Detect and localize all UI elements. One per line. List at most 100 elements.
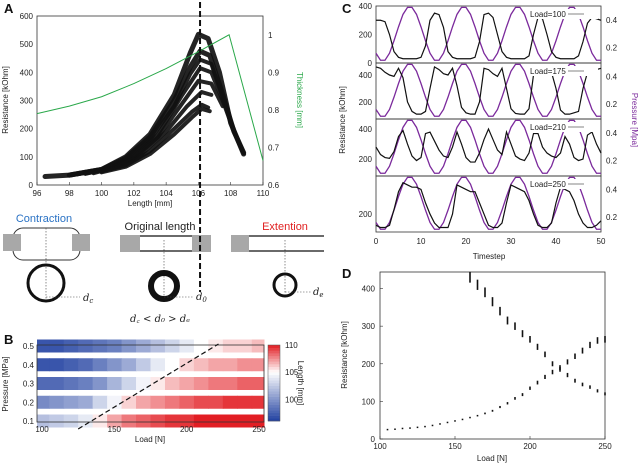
heatmap-cell [121,414,137,428]
panel-a-y2tick: 0.9 [268,68,280,77]
contraction-right-clamp [72,234,90,251]
colorbar-segment [268,361,280,365]
resistance-point [386,428,389,431]
resistance-point [476,279,479,290]
heatmap-cell [121,395,137,409]
resistance-point [401,427,404,430]
contraction-cross-section [26,263,66,303]
colorbar-segment [268,355,280,359]
colorbar-segment [268,399,280,403]
resistance-point [469,416,471,419]
panel-a-xtick: 104 [159,189,173,198]
heatmap-cell [208,377,224,390]
extension-label: Extention [262,221,308,233]
legend-box [530,122,598,132]
panel-a-xlabel: Length [mm] [128,199,172,208]
resistance-point [566,372,569,378]
panel-c-xtick: 30 [507,237,516,246]
heatmap-cell [251,414,265,428]
resistance-line [376,12,602,60]
de-label: de [313,287,324,299]
panel-b-xtick: 200 [180,425,194,434]
panel-c-ytick: 400 [359,125,373,134]
resistance-point [506,316,509,325]
resistance-point [469,271,471,283]
panel-a-ytick: 200 [20,125,34,134]
panel-a-y2tick: 0.7 [268,143,280,152]
legend-label: Load=210 [530,123,566,132]
resistance-point [499,306,501,316]
timeseries-subplot: 0 200 400 0.2 0.4 Load=100 [359,2,618,68]
panel-c-y2tick: 0.2 [606,100,618,109]
legend-label: Load=175 [530,67,566,76]
colorbar-segment [268,374,280,378]
panel-a-xtick: 102 [127,189,141,198]
heatmap-cell [63,395,79,409]
panel-b-heatmap: Load [N] Pressure [MPa] Length [mm] 100 1… [1,339,305,444]
heatmap-cell [37,414,50,428]
resistance-point [581,382,584,387]
heatmap-cell [179,395,195,409]
heatmap-cell [237,395,253,409]
resistance-point [574,353,576,360]
heatmap-cell [222,339,238,353]
heatmap-cell [49,395,65,409]
colorbar-segment [268,377,280,381]
heatmap-cell [63,339,79,353]
heatmap-cell [49,358,65,372]
panel-c-y2tick: 0.2 [606,157,618,166]
panel-d-xtick: 200 [523,442,537,451]
heatmap-cell [121,377,137,390]
panel-d-xtick: 250 [598,442,612,451]
resistance-line [375,65,602,115]
panel-c-y2tick: 0.4 [606,73,618,82]
panel-c-xtick: 10 [417,237,426,246]
colorbar-segment [268,410,280,414]
original-left-clamp [120,235,140,252]
resistance-point [439,423,441,425]
colorbar-segment [268,407,280,411]
panel-d-xtick: 150 [448,442,462,451]
panel-d-xlabel: Load [N] [477,454,507,463]
panel-d-ylabel: Resistance [kOhm] [340,321,349,389]
colorbar-segment [268,347,280,351]
colorbar-segment [268,350,280,354]
colorbar-segment [268,380,280,384]
heatmap-cell [193,358,209,372]
panel-label-c: C [342,1,352,16]
legend-label: Load=100 [530,10,566,19]
colorbar-segment [268,385,280,389]
panel-a-y2tick: 1 [268,31,273,40]
panel-c-y2tick: 0.2 [606,44,618,53]
timeseries-subplot: 200 400 0.2 0.4 Load=175 [359,62,618,120]
heatmap-cell [136,358,151,372]
resistance-point [431,424,434,427]
colorbar-segment [268,402,280,406]
panel-d-ytick: 0 [371,435,376,444]
timeseries-subplot: 200 0.2 0.4 Load=250 [359,175,618,233]
resistance-point [581,347,584,354]
heatmap-cell [208,358,224,372]
heatmap-cell [251,339,265,353]
resistance-point [544,351,546,358]
heatmap-cell [222,414,238,428]
heatmap-cell [164,377,180,390]
resistance-point [529,336,531,343]
resistance-point [559,367,561,372]
heatmap-cell [92,414,108,428]
panel-d-ytick: 200 [362,360,376,369]
resistance-point [536,380,539,385]
colorbar-tick: 110 [285,341,298,350]
heatmap-cell [237,358,253,372]
heatmap-cell [222,395,238,409]
heatmap-cell [92,339,108,353]
resistance-point [446,421,449,424]
heatmap-cell [193,414,209,428]
extension-left-clamp [231,235,249,252]
panel-c-ytick: 400 [359,2,373,11]
panel-a-ytick: 400 [20,68,34,77]
colorbar-segment [268,388,280,392]
subplot-frame [375,175,602,233]
heatmap-cell [222,377,238,390]
